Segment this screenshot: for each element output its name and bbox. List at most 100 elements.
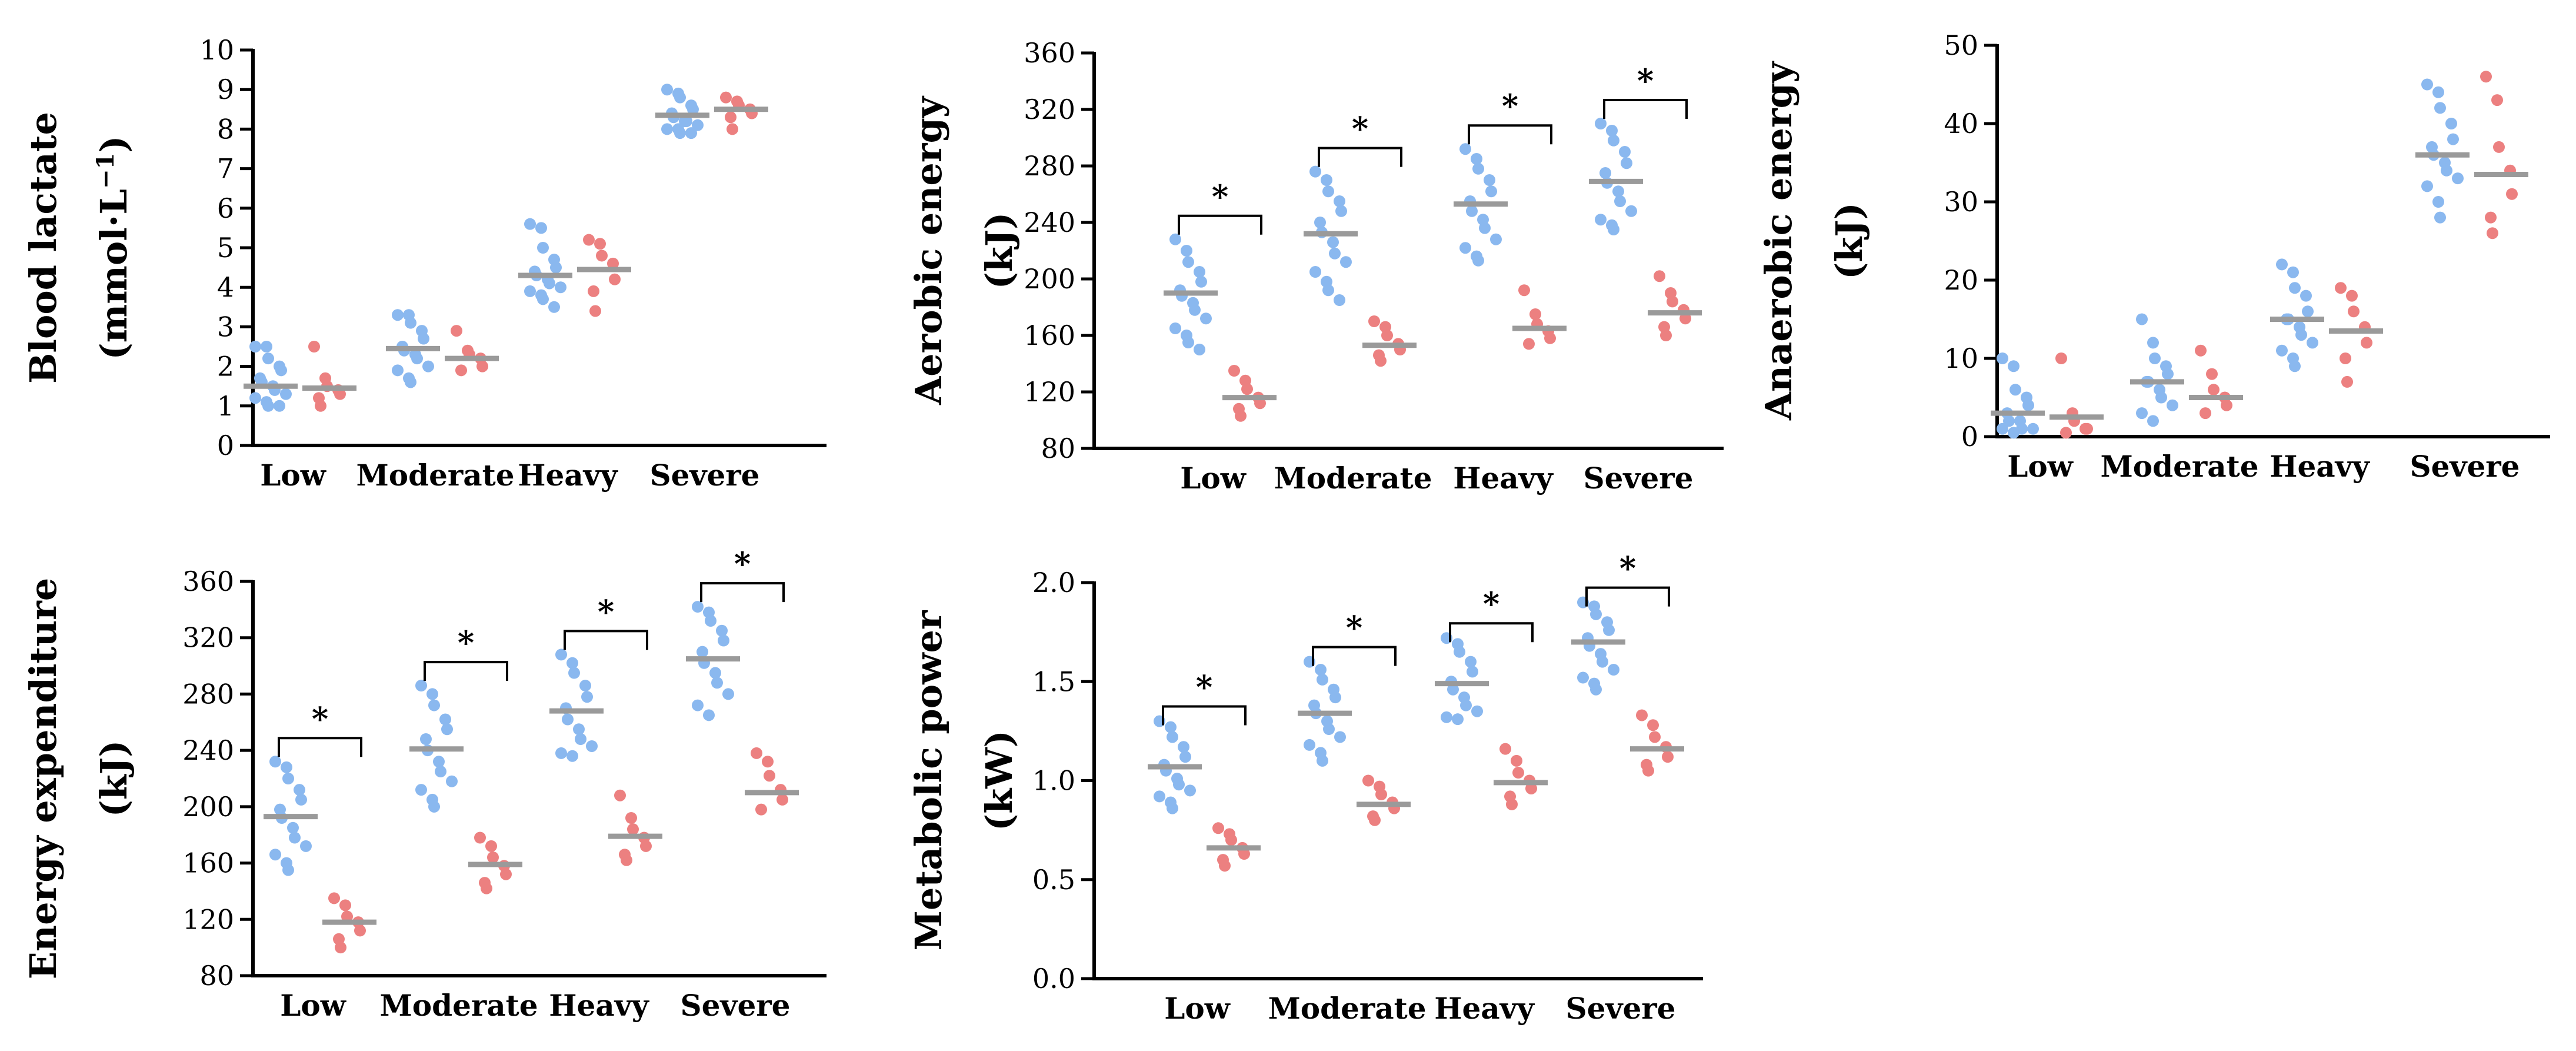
data-point bbox=[1525, 782, 1537, 794]
data-point bbox=[1595, 118, 1607, 129]
data-point bbox=[1368, 315, 1380, 327]
data-point bbox=[422, 360, 434, 372]
y-tick-label: 1.5 bbox=[1032, 666, 1075, 697]
data-point bbox=[1595, 214, 1607, 226]
y-tick-label: 2 bbox=[217, 351, 234, 383]
data-point bbox=[555, 281, 566, 294]
data-point bbox=[1181, 245, 1192, 257]
data-point bbox=[1334, 731, 1346, 743]
data-point bbox=[566, 750, 578, 762]
aerobic-energy-panel: 80 120 160 200 240 280 320 360 Low Moderate Heavy S… bbox=[907, 37, 1724, 495]
data-point bbox=[1238, 848, 1250, 860]
significance-marker: * bbox=[1619, 550, 1636, 587]
data-point bbox=[500, 868, 512, 880]
data-point bbox=[2506, 188, 2518, 200]
data-point bbox=[586, 740, 598, 752]
data-point bbox=[1647, 719, 1659, 731]
data-point bbox=[411, 352, 423, 365]
data-point bbox=[1314, 217, 1326, 228]
data-point bbox=[2147, 415, 2159, 427]
data-point bbox=[2340, 352, 2351, 364]
data-point bbox=[1254, 397, 1266, 410]
y-tick-label: 20 bbox=[1944, 264, 1978, 296]
data-point bbox=[2287, 266, 2299, 278]
data-point bbox=[537, 242, 549, 254]
y-tick-label: 240 bbox=[182, 734, 234, 766]
data-point bbox=[1997, 423, 2008, 435]
data-point bbox=[1179, 751, 1191, 763]
y-tick-label: 5 bbox=[217, 232, 234, 264]
data-point bbox=[687, 103, 699, 115]
y-axis-title-line2: (kW) bbox=[978, 730, 1021, 831]
data-point bbox=[1194, 266, 1205, 278]
data-point bbox=[2162, 368, 2174, 380]
data-point bbox=[573, 723, 585, 736]
y-tick-label: 50 bbox=[1944, 29, 1978, 61]
data-point bbox=[1195, 275, 1207, 288]
data-point bbox=[2136, 313, 2148, 325]
data-point bbox=[1194, 344, 1205, 355]
data-point bbox=[1375, 355, 1387, 367]
data-point bbox=[661, 123, 673, 135]
data-point bbox=[1340, 256, 1352, 268]
data-point bbox=[269, 756, 281, 768]
data-point bbox=[2432, 196, 2444, 208]
data-point bbox=[2200, 407, 2211, 420]
data-point bbox=[566, 657, 578, 669]
data-point bbox=[1614, 195, 1626, 207]
significance-marker: * bbox=[734, 545, 751, 583]
data-point bbox=[1309, 165, 1321, 178]
data-point bbox=[433, 756, 445, 768]
data-point bbox=[1636, 709, 1648, 721]
data-point bbox=[1189, 304, 1201, 316]
data-point bbox=[2136, 407, 2148, 420]
data-point bbox=[328, 892, 340, 904]
data-point bbox=[2289, 282, 2301, 294]
data-point bbox=[640, 840, 652, 852]
y-tick-label: 160 bbox=[182, 847, 234, 879]
data-point bbox=[1219, 860, 1231, 872]
data-point bbox=[455, 364, 467, 377]
data-point bbox=[1381, 330, 1393, 341]
y-tick-label: 4 bbox=[217, 271, 234, 303]
data-point bbox=[1165, 721, 1177, 733]
category-label: Low bbox=[280, 988, 347, 1023]
data-point bbox=[1182, 337, 1194, 348]
significance-bracket bbox=[1318, 147, 1402, 167]
data-point bbox=[281, 761, 292, 773]
data-point bbox=[262, 400, 274, 412]
data-point bbox=[594, 238, 606, 250]
data-point bbox=[720, 91, 732, 104]
data-point bbox=[415, 680, 427, 692]
significance-bracket bbox=[278, 737, 362, 757]
y-tick-label: 10 bbox=[199, 34, 234, 66]
data-point bbox=[1667, 295, 1678, 308]
y-tick-label: 160 bbox=[1024, 320, 1075, 351]
y-tick-label: 1 bbox=[217, 390, 234, 422]
significance-bracket bbox=[1178, 214, 1262, 235]
data-point bbox=[2452, 172, 2464, 185]
data-point bbox=[1375, 789, 1387, 801]
data-point bbox=[2432, 86, 2444, 98]
data-point bbox=[287, 821, 299, 834]
data-point bbox=[426, 688, 438, 700]
data-point bbox=[755, 803, 767, 816]
data-point bbox=[2480, 71, 2492, 83]
data-point bbox=[282, 773, 294, 784]
y-tick-label: 320 bbox=[1024, 94, 1075, 125]
data-point bbox=[295, 793, 307, 806]
data-point bbox=[1603, 624, 1615, 636]
data-point bbox=[537, 293, 549, 305]
data-point bbox=[1241, 383, 1253, 395]
data-point bbox=[1235, 410, 1247, 422]
category-label: Moderate bbox=[356, 458, 514, 493]
data-point bbox=[609, 273, 621, 285]
data-point bbox=[415, 784, 427, 796]
data-point bbox=[2276, 258, 2288, 271]
y-axis-title-line2: (kJ) bbox=[92, 740, 135, 817]
data-point bbox=[1315, 664, 1327, 676]
y-tick-label: 280 bbox=[182, 678, 234, 710]
unit-close: ) bbox=[92, 135, 135, 152]
data-point bbox=[575, 733, 586, 745]
data-point bbox=[308, 341, 320, 352]
